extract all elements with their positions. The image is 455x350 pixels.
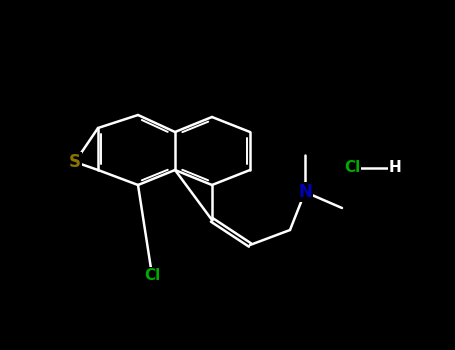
Text: H: H (389, 161, 401, 175)
Text: N: N (298, 183, 312, 201)
Text: S: S (69, 153, 81, 171)
Text: Cl: Cl (144, 267, 160, 282)
Text: Cl: Cl (344, 161, 360, 175)
